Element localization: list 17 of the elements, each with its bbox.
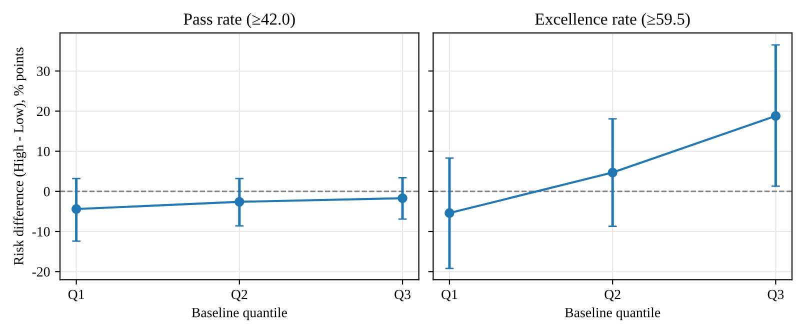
x-tick-label: Q3 xyxy=(394,290,410,302)
x-tick-label: Q1 xyxy=(68,290,84,302)
y-tick-label: 30 xyxy=(37,66,50,76)
y-axis-title: Risk difference (High - Low), % points xyxy=(13,48,26,266)
chart-title: Excellence rate (≥59.5) xyxy=(535,13,690,28)
x-tick-label: Q3 xyxy=(768,290,784,302)
x-tick-label: Q1 xyxy=(442,290,458,302)
y-tick-label: 20 xyxy=(37,106,50,116)
x-axis-title: Baseline quantile xyxy=(192,308,287,320)
y-tick-label: -10 xyxy=(32,227,50,236)
x-tick-label: Q2 xyxy=(604,290,620,302)
x-axis-title: Baseline quantile xyxy=(564,308,660,320)
y-tick-label: 0 xyxy=(44,186,50,196)
y-tick-label: 10 xyxy=(38,146,50,156)
x-tick-label: Q2 xyxy=(231,290,248,302)
y-tick-label: -20 xyxy=(32,267,50,277)
chart-title: Pass rate (≥42.0) xyxy=(184,13,295,28)
